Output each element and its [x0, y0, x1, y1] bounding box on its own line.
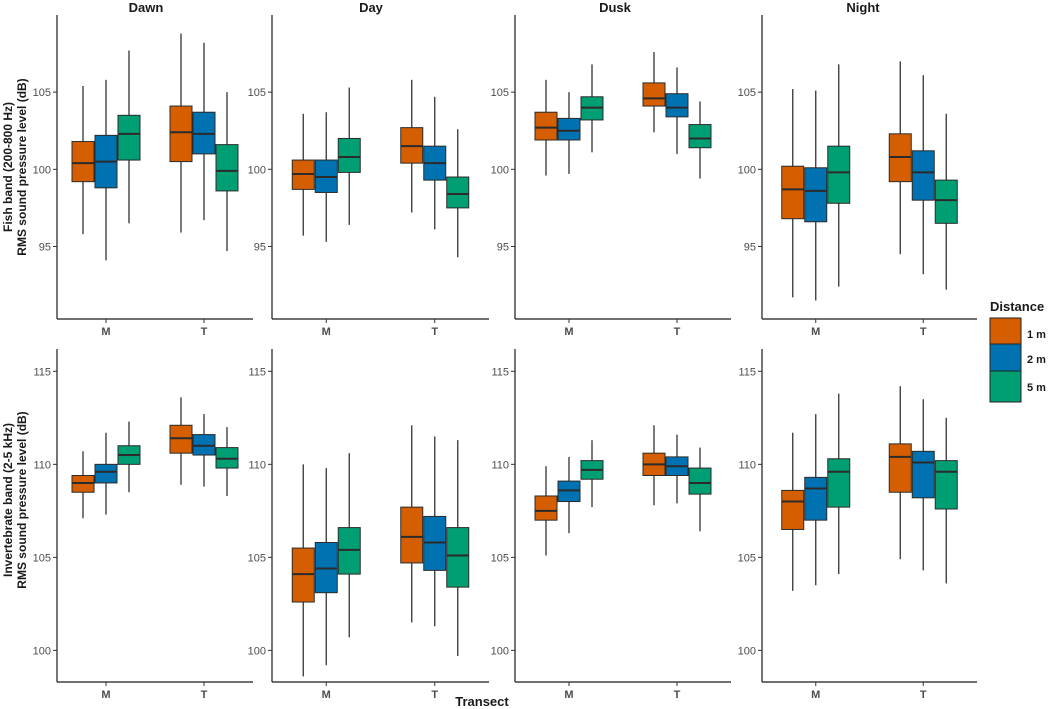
- fish-dusk-y-tick-label: 105: [491, 87, 509, 99]
- fish-night-t-5m-box: [934, 179, 958, 224]
- invertebrate-dawn-y-tick-label: 110: [33, 459, 51, 471]
- fish-dusk-y-tick-label: 100: [491, 164, 509, 176]
- fish-night-y-tick-label: 105: [738, 87, 756, 99]
- invertebrate-dawn-panel: 100 105 110 115 M T: [33, 349, 253, 701]
- invertebrate-night-t-2m-box: [911, 450, 935, 499]
- invertebrate-dusk-y-tick-label: 105: [491, 552, 509, 564]
- fish-dusk-t-2m-box: [665, 93, 689, 118]
- fish-dawn-t-1m-box: [169, 105, 193, 163]
- invertebrate-dawn-x-tick-label-M: M: [101, 689, 110, 701]
- invertebrate-night-y-tick-label: 105: [738, 552, 756, 564]
- period-header-dusk: Dusk: [599, 0, 632, 15]
- fish-band-y-axis-title-line1: Fish band (200-800 Hz): [1, 102, 15, 232]
- fish-day-x-tick-label-T: T: [431, 326, 438, 338]
- invertebrate-day-t-5m-box: [446, 527, 470, 588]
- fish-night-y-tick-label: 100: [738, 164, 756, 176]
- panels-group: 95 100 105 M T 95 100 105 M T 95 100 105 M T 95 100 105 M T…: [33, 15, 977, 701]
- fish-day-y-tick-label: 105: [248, 87, 266, 99]
- invertebrate-night-m-1m-box: [781, 489, 805, 530]
- x-axis-title: Transect: [455, 694, 509, 709]
- invertebrate-night-panel: 100 105 110 115 M T: [738, 349, 977, 701]
- fish-dusk-m-2m-box: [557, 117, 581, 141]
- legend: Distance 1 m 2 m 5 m: [989, 299, 1046, 403]
- invertebrate-night-x-tick-label-T: T: [920, 689, 927, 701]
- invertebrate-day-t-1m-box: [400, 506, 424, 564]
- invertebrate-dawn-m-2m-box: [94, 463, 118, 484]
- invertebrate-band-y-axis-title-line2: RMS sound pressure level (dB): [15, 411, 29, 588]
- legend-title: Distance: [990, 299, 1044, 314]
- invertebrate-dawn-y-tick-label: 115: [33, 366, 51, 378]
- invertebrate-night-y-tick-label: 115: [738, 366, 756, 378]
- legend-swatch-2m: [989, 343, 1022, 376]
- invertebrate-dusk-panel: 100 105 110 115 M T: [491, 349, 731, 701]
- invertebrate-dusk-m-1m-box: [534, 495, 558, 521]
- invertebrate-day-panel: 100 105 110 115 M T: [248, 349, 489, 701]
- fish-day-t-5m-box: [446, 176, 470, 209]
- invertebrate-night-t-5m-box: [934, 460, 958, 510]
- invertebrate-day-y-tick-label: 110: [248, 459, 266, 471]
- invertebrate-dusk-y-tick-label: 110: [491, 459, 509, 471]
- invertebrate-dusk-y-tick-label: 115: [491, 366, 509, 378]
- period-header-day: Day: [359, 0, 384, 15]
- fish-dawn-x-tick-label-M: M: [101, 326, 110, 338]
- fish-dawn-y-tick-label: 100: [33, 164, 51, 176]
- invertebrate-dawn-y-tick-label: 100: [33, 645, 51, 657]
- legend-swatch-5m: [989, 370, 1022, 403]
- fish-night-m-2m-box: [804, 167, 828, 223]
- fish-dusk-t-5m-box: [688, 124, 712, 149]
- invertebrate-night-m-2m-box: [804, 476, 828, 521]
- fish-dusk-x-tick-label-T: T: [674, 326, 681, 338]
- invertebrate-night-y-tick-label: 100: [738, 645, 756, 657]
- fish-dawn-panel: 95 100 105 M T: [33, 15, 253, 338]
- fish-dawn-x-tick-label-T: T: [201, 326, 208, 338]
- fish-night-x-tick-label-M: M: [811, 326, 820, 338]
- invertebrate-night-t-1m-box: [888, 443, 912, 493]
- invertebrate-night-m-5m-box: [827, 458, 851, 508]
- fish-night-m-1m-box: [781, 165, 805, 220]
- fish-dusk-t-1m-box: [642, 82, 666, 107]
- fish-night-t-2m-box: [911, 150, 935, 201]
- period-header-dawn: Dawn: [129, 0, 164, 15]
- invertebrate-day-x-tick-label-T: T: [431, 689, 438, 701]
- fish-night-panel: 95 100 105 M T: [738, 15, 977, 338]
- fish-night-x-tick-label-T: T: [920, 326, 927, 338]
- fish-dawn-t-5m-box: [215, 144, 239, 192]
- fish-day-y-tick-label: 95: [254, 241, 266, 253]
- invertebrate-night-y-tick-label: 110: [738, 459, 756, 471]
- period-header-night: Night: [846, 0, 880, 15]
- fish-day-panel: 95 100 105 M T: [248, 15, 489, 338]
- fish-band-y-axis-title: Fish band (200-800 Hz) RMS sound pressur…: [1, 78, 29, 255]
- invertebrate-day-y-tick-label: 100: [248, 645, 266, 657]
- fish-dawn-m-1m-box: [71, 141, 95, 183]
- fish-dusk-y-tick-label: 95: [497, 241, 509, 253]
- invertebrate-night-x-tick-label-M: M: [811, 689, 820, 701]
- fish-day-y-tick-label: 100: [248, 164, 266, 176]
- legend-label-2m: 2 m: [1027, 354, 1046, 366]
- invertebrate-dusk-t-5m-box: [688, 467, 712, 495]
- legend-label-1m: 1 m: [1027, 329, 1046, 341]
- invertebrate-dusk-x-tick-label-M: M: [564, 689, 573, 701]
- invertebrate-dusk-y-tick-label: 100: [491, 645, 509, 657]
- fish-day-x-tick-label-M: M: [322, 326, 331, 338]
- fish-night-m-5m-box: [827, 145, 851, 204]
- fish-night-y-tick-label: 95: [744, 241, 756, 253]
- fish-day-m-5m-box: [337, 137, 361, 173]
- invertebrate-dawn-x-tick-label-T: T: [201, 689, 208, 701]
- fish-dawn-m-5m-box: [117, 114, 141, 161]
- legend-label-5m: 5 m: [1027, 382, 1046, 394]
- fish-dawn-y-tick-label: 95: [39, 241, 51, 253]
- invertebrate-dawn-y-tick-label: 105: [33, 552, 51, 564]
- fish-dusk-panel: 95 100 105 M T: [491, 15, 731, 338]
- fish-dusk-m-1m-box: [534, 111, 558, 141]
- fish-band-y-axis-title-line2: RMS sound pressure level (dB): [15, 78, 29, 255]
- invertebrate-day-x-tick-label-M: M: [322, 689, 331, 701]
- invertebrate-band-y-axis-title-line1: Invertebrate band (2-5 kHz): [1, 423, 15, 577]
- invertebrate-dusk-x-tick-label-T: T: [674, 689, 681, 701]
- fish-dusk-x-tick-label-M: M: [564, 326, 573, 338]
- invertebrate-day-y-tick-label: 115: [248, 366, 266, 378]
- invertebrate-day-y-tick-label: 105: [248, 552, 266, 564]
- fish-dawn-y-tick-label: 105: [33, 87, 51, 99]
- invertebrate-band-y-axis-title: Invertebrate band (2-5 kHz) RMS sound pr…: [1, 411, 29, 588]
